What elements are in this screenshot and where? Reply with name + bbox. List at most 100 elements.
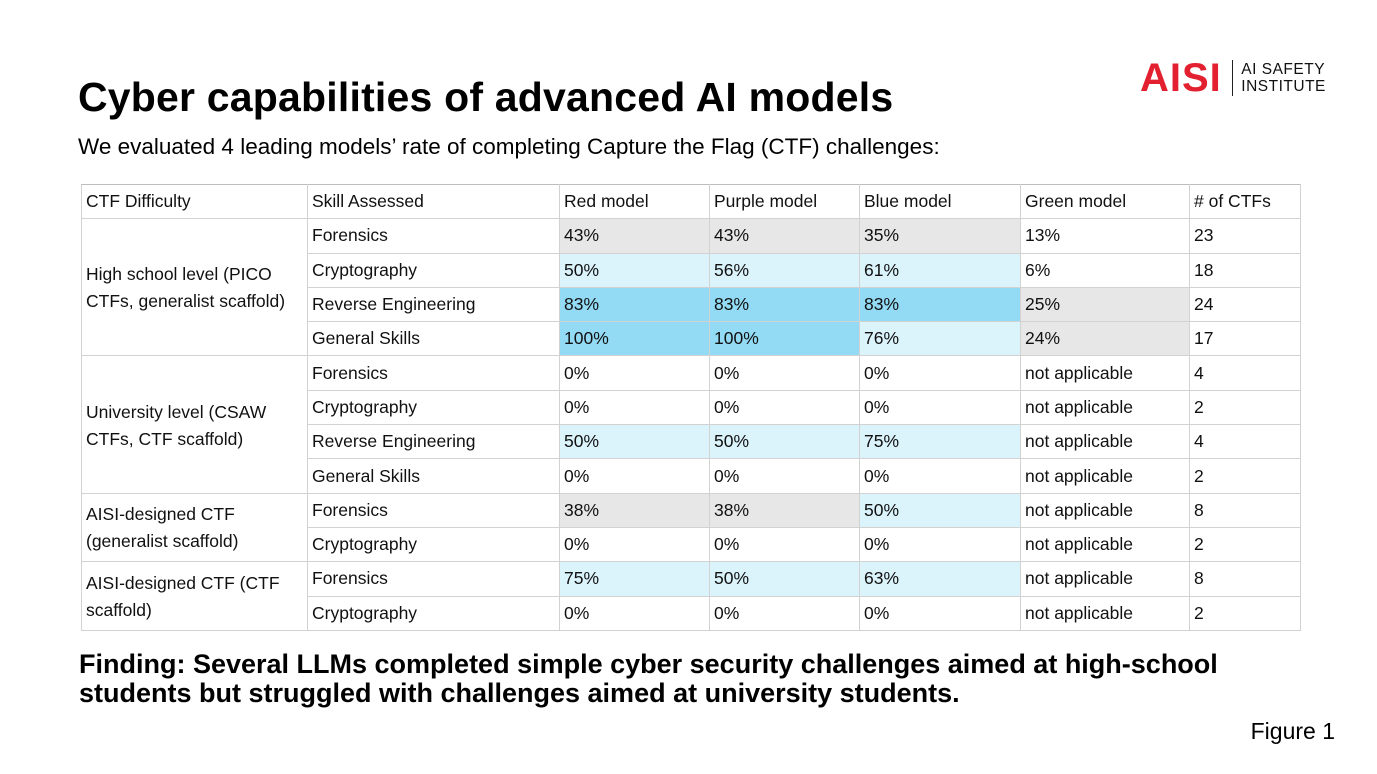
- purple-model-cell: 50%: [709, 424, 860, 460]
- logo-line-2: INSTITUTE: [1241, 78, 1326, 95]
- table-row: General Skills 0% 0% 0% not applicable 2: [82, 458, 1301, 494]
- skill-cell: Cryptography: [307, 526, 560, 563]
- table-row: Cryptography 50% 56% 61% 6% 18: [82, 252, 1301, 288]
- skill-cell: Forensics: [307, 561, 560, 597]
- blue-model-cell: 35%: [859, 218, 1021, 254]
- blue-model-cell: 0%: [859, 458, 1021, 494]
- blue-model-cell: 76%: [859, 321, 1021, 357]
- green-model-cell: 25%: [1020, 286, 1190, 323]
- finding-statement: Finding: Several LLMs completed simple c…: [79, 649, 1218, 708]
- purple-model-cell: 56%: [709, 252, 860, 288]
- page-subtitle: We evaluated 4 leading models’ rate of c…: [78, 134, 940, 159]
- aisi-logo-mark: AISI: [1140, 56, 1222, 100]
- purple-model-cell: 100%: [709, 321, 860, 357]
- red-model-cell: 0%: [559, 458, 710, 494]
- skill-cell: Cryptography: [307, 595, 560, 631]
- purple-model-cell: 0%: [709, 526, 860, 563]
- skill-cell: Reverse Engineering: [307, 424, 560, 460]
- blue-model-cell: 0%: [859, 526, 1021, 563]
- blue-model-cell: 61%: [859, 252, 1021, 288]
- red-model-cell: 0%: [559, 389, 710, 426]
- purple-model-cell: 43%: [709, 218, 860, 254]
- ctf-count-cell: 23: [1189, 218, 1301, 254]
- table-row: Cryptography 0% 0% 0% not applicable 2: [82, 595, 1301, 631]
- table-row: AISI-designed CTF (CTF scaffold) Forensi…: [81, 561, 1301, 631]
- skill-cell: Forensics: [307, 492, 560, 528]
- skill-cell: Reverse Engineering: [307, 286, 560, 323]
- ctf-count-cell: 4: [1189, 424, 1301, 460]
- skill-cell: General Skills: [307, 321, 560, 357]
- red-model-cell: 83%: [559, 286, 710, 323]
- red-model-cell: 75%: [559, 561, 710, 597]
- blue-model-cell: 63%: [859, 561, 1021, 597]
- header-skill-assessed: Skill Assessed: [307, 183, 560, 220]
- header-ctf-difficulty: CTF Difficulty: [81, 183, 308, 220]
- header-blue-model: Blue model: [859, 183, 1021, 220]
- table-row: Reverse Engineering 83% 83% 83% 25% 24: [82, 286, 1301, 323]
- blue-model-cell: 0%: [859, 355, 1021, 391]
- aisi-logo-text: AI SAFETY INSTITUTE: [1241, 61, 1326, 95]
- aisi-logo: AISI AI SAFETY INSTITUTE: [1140, 58, 1326, 98]
- table-header-row: CTF Difficulty Skill Assessed Red model …: [81, 183, 1301, 220]
- green-model-cell: not applicable: [1020, 595, 1190, 631]
- group-label-aisi-ctf-scaffold: AISI-designed CTF (CTF scaffold): [81, 561, 308, 631]
- figure-label: Figure 1: [1250, 718, 1335, 744]
- table-row: Reverse Engineering 50% 50% 75% not appl…: [82, 424, 1301, 460]
- group-label-aisi-generalist: AISI-designed CTF (generalist scaffold): [81, 492, 308, 563]
- green-model-cell: 24%: [1020, 321, 1190, 357]
- ctf-count-cell: 2: [1189, 389, 1301, 426]
- ctf-count-cell: 24: [1189, 286, 1301, 323]
- red-model-cell: 50%: [559, 252, 710, 288]
- table-row: High school level (PICO CTFs, generalist…: [81, 218, 1301, 357]
- header-red-model: Red model: [559, 183, 710, 220]
- green-model-cell: not applicable: [1020, 458, 1190, 494]
- purple-model-cell: 38%: [709, 492, 860, 528]
- green-model-cell: not applicable: [1020, 355, 1190, 391]
- table-row: AISI-designed CTF (generalist scaffold) …: [81, 492, 1301, 563]
- purple-model-cell: 0%: [709, 355, 860, 391]
- green-model-cell: not applicable: [1020, 389, 1190, 426]
- ctf-count-cell: 8: [1189, 561, 1301, 597]
- blue-model-cell: 83%: [859, 286, 1021, 323]
- ctf-count-cell: 2: [1189, 526, 1301, 563]
- purple-model-cell: 83%: [709, 286, 860, 323]
- ctf-count-cell: 8: [1189, 492, 1301, 528]
- red-model-cell: 0%: [559, 355, 710, 391]
- logo-line-1: AI SAFETY: [1241, 61, 1326, 78]
- green-model-cell: not applicable: [1020, 424, 1190, 460]
- red-model-cell: 50%: [559, 424, 710, 460]
- skill-cell: Cryptography: [307, 389, 560, 426]
- skill-cell: Forensics: [307, 218, 560, 254]
- purple-model-cell: 0%: [709, 458, 860, 494]
- blue-model-cell: 50%: [859, 492, 1021, 528]
- green-model-cell: not applicable: [1020, 526, 1190, 563]
- header-ctf-count: # of CTFs: [1189, 183, 1301, 220]
- ctf-count-cell: 18: [1189, 252, 1301, 288]
- red-model-cell: 100%: [559, 321, 710, 357]
- green-model-cell: 6%: [1020, 252, 1190, 288]
- ctf-count-cell: 2: [1189, 458, 1301, 494]
- green-model-cell: not applicable: [1020, 561, 1190, 597]
- red-model-cell: 38%: [559, 492, 710, 528]
- table-row: Cryptography 0% 0% 0% not applicable 2: [82, 389, 1301, 426]
- red-model-cell: 43%: [559, 218, 710, 254]
- group-label-high-school: High school level (PICO CTFs, generalist…: [81, 218, 308, 357]
- header-purple-model: Purple model: [709, 183, 860, 220]
- green-model-cell: 13%: [1020, 218, 1190, 254]
- red-model-cell: 0%: [559, 526, 710, 563]
- header-green-model: Green model: [1020, 183, 1190, 220]
- red-model-cell: 0%: [559, 595, 710, 631]
- logo-divider: [1231, 60, 1234, 96]
- blue-model-cell: 0%: [859, 595, 1021, 631]
- skill-cell: Cryptography: [307, 252, 560, 288]
- blue-model-cell: 0%: [859, 389, 1021, 426]
- purple-model-cell: 50%: [709, 561, 860, 597]
- ctf-results-table: CTF Difficulty Skill Assessed Red model …: [81, 183, 1301, 631]
- ctf-count-cell: 17: [1189, 321, 1301, 357]
- purple-model-cell: 0%: [709, 595, 860, 631]
- ctf-count-cell: 4: [1189, 355, 1301, 391]
- skill-cell: General Skills: [307, 458, 560, 494]
- page-title: Cyber capabilities of advanced AI models: [78, 74, 894, 120]
- table-row: General Skills 100% 100% 76% 24% 17: [82, 321, 1301, 357]
- ctf-count-cell: 2: [1189, 595, 1301, 631]
